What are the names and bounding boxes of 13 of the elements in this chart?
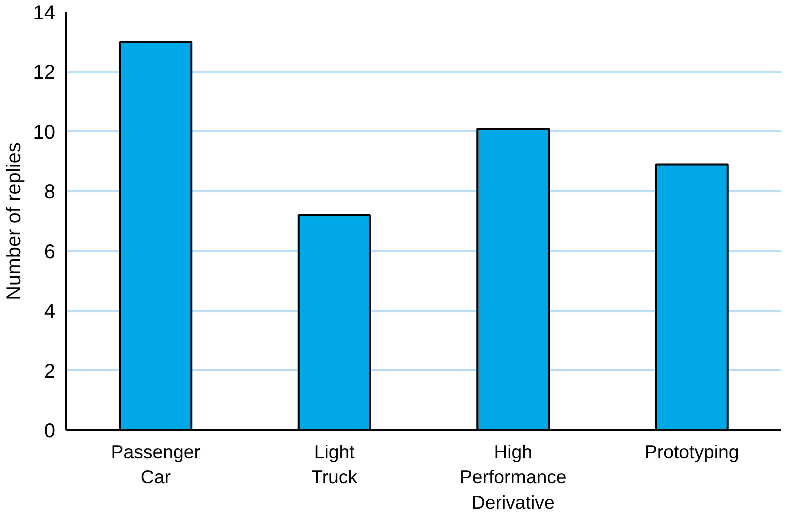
x-tick-label: Light Truck <box>312 442 358 488</box>
x-tick-label: High Performance Derivative <box>460 442 567 513</box>
y-tick-label: 8 <box>44 182 56 204</box>
y-tick-label: 6 <box>44 241 56 264</box>
y-tick-label: 12 <box>33 62 56 84</box>
x-tick-label: Passenger Car <box>111 442 200 488</box>
y-axis-title: Number of replies <box>3 142 26 300</box>
y-tick-label: 10 <box>33 122 56 144</box>
y-tick-label: 0 <box>44 420 56 442</box>
y-tick-label: 2 <box>44 360 56 383</box>
y-tick-label: 14 <box>33 2 56 24</box>
y-tick-label: 4 <box>44 301 56 324</box>
x-tick-label: Prototyping <box>644 442 740 462</box>
